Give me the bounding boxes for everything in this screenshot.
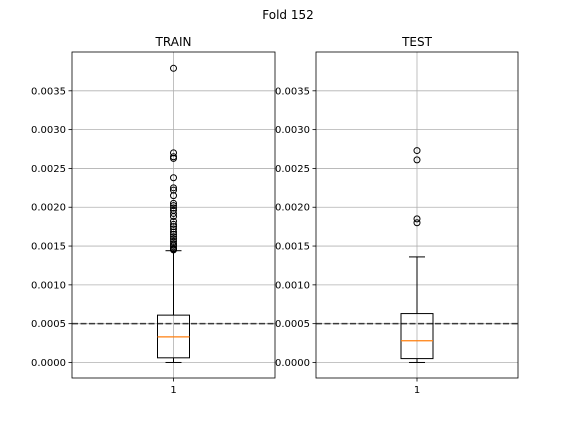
train-xtick-label: 1 (170, 385, 176, 396)
train-panel-title: TRAIN (155, 35, 192, 49)
test-ytick-label: 0.0000 (275, 358, 310, 369)
train-ytick-label: 0.0000 (31, 358, 66, 369)
figure-suptitle: Fold 152 (262, 8, 314, 22)
train-ytick-label: 0.0035 (31, 86, 66, 97)
test-xtick-label: 1 (414, 385, 420, 396)
test-ytick-label: 0.0020 (275, 203, 310, 214)
test-ytick-label: 0.0035 (275, 86, 310, 97)
test-ytick-label: 0.0005 (275, 319, 310, 330)
train-ytick-label: 0.0020 (31, 203, 66, 214)
train-ytick-label: 0.0010 (31, 280, 66, 291)
train-ytick-label: 0.0030 (31, 125, 66, 136)
train-ytick-label: 0.0005 (31, 319, 66, 330)
test-ytick-label: 0.0025 (275, 164, 310, 175)
test-ytick-label: 0.0015 (275, 242, 310, 253)
test-ytick-label: 0.0010 (275, 280, 310, 291)
test-ytick-label: 0.0030 (275, 125, 310, 136)
test-panel-title: TEST (401, 35, 433, 49)
train-ytick-label: 0.0015 (31, 242, 66, 253)
train-ytick-label: 0.0025 (31, 164, 66, 175)
